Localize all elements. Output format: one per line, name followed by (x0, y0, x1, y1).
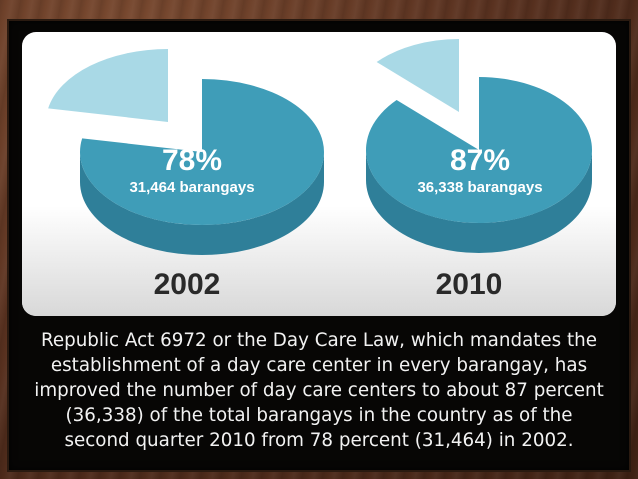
pie-2010-percent-label: 87% (450, 144, 510, 177)
pie-chart-2002: 78% 31,464 barangays 2002 (48, 48, 324, 301)
caption-line: improved the number of day care centers … (34, 380, 604, 401)
year-label-2010: 2010 (436, 268, 503, 301)
pie-charts: 78% 31,464 barangays 2002 87% 36,338 bar… (48, 39, 592, 301)
pie-2010-main-side (366, 150, 592, 253)
caption-line: establishment of a day care center in ev… (50, 355, 588, 376)
caption-line: (36,338) of the total barangays in the c… (65, 405, 573, 426)
pie-2010-count-label: 36,338 barangays (417, 179, 542, 196)
caption-line: Republic Act 6972 or the Day Care Law, w… (40, 330, 598, 351)
pie-2002-exploded-slice (48, 48, 168, 122)
chart-panel: 78% 31,464 barangays 2002 87% 36,338 bar… (22, 32, 616, 316)
pie-2010-main-slice (366, 77, 592, 223)
caption-text: Republic Act 6972 or the Day Care Law, w… (20, 328, 618, 453)
year-label-2002: 2002 (154, 268, 221, 301)
pie-2002-percent-label: 78% (162, 144, 222, 177)
pie-2010-exploded-slice (376, 39, 459, 112)
pie-2002-main-side (80, 152, 324, 255)
pie-2002-count-label: 31,464 barangays (129, 179, 254, 196)
pie-chart-2010: 87% 36,338 barangays 2010 (366, 39, 592, 301)
caption-line: second quarter 2010 from 78 percent (31,… (64, 430, 574, 451)
pie-2002-main-slice (80, 79, 324, 225)
